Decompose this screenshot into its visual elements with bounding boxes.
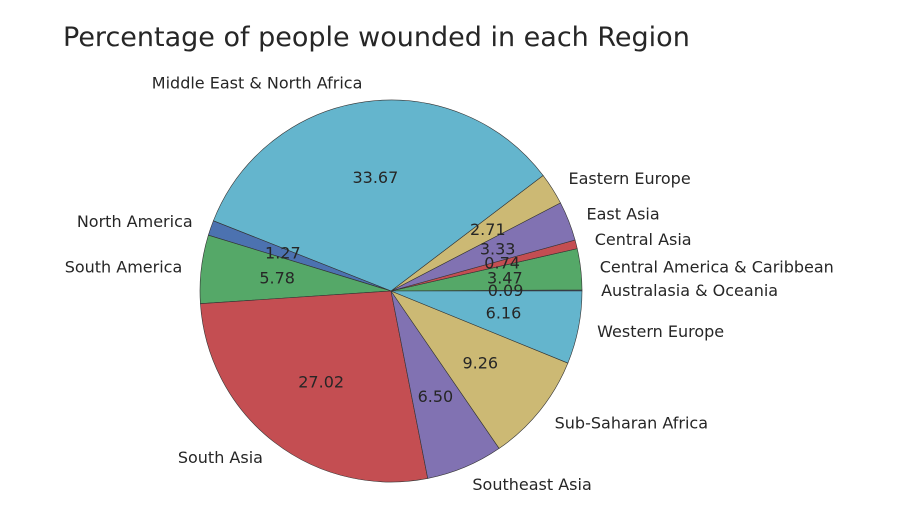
value-label-middle-east-and-north-africa: 33.67 — [352, 168, 398, 187]
pie-slice-south-asia — [200, 290, 429, 483]
value-label-sub-saharan-africa: 9.26 — [462, 353, 498, 372]
category-label-eastern-europe: Eastern Europe — [569, 169, 691, 188]
category-label-east-asia: East Asia — [587, 205, 660, 224]
value-label-western-europe: 6.16 — [486, 304, 522, 323]
pie-slices — [199, 99, 583, 483]
category-label-south-asia: South Asia — [178, 448, 263, 467]
value-label-south-america: 5.78 — [259, 268, 295, 287]
value-label-central-america-and-caribbean: 3.47 — [487, 268, 523, 287]
value-label-north-america: 1.27 — [265, 244, 301, 263]
pie-slice-sub-saharan-africa — [390, 290, 569, 449]
category-label-middle-east-and-north-africa: Middle East & North Africa — [152, 73, 363, 92]
value-label-eastern-europe: 2.71 — [470, 220, 506, 239]
category-label-south-america: South America — [65, 257, 183, 276]
chart-title: Percentage of people wounded in each Reg… — [63, 22, 690, 53]
category-label-central-america-and-caribbean: Central America & Caribbean — [600, 257, 834, 276]
value-label-central-asia: 0.74 — [484, 253, 520, 272]
category-label-north-america: North America — [77, 212, 193, 231]
category-label-sub-saharan-africa: Sub-Saharan Africa — [555, 413, 708, 432]
value-label-east-asia: 3.33 — [480, 240, 516, 259]
value-label-southeast-asia: 6.50 — [418, 387, 454, 406]
category-label-central-asia: Central Asia — [595, 230, 692, 249]
pie-slice-middle-east-and-north-africa — [212, 99, 544, 292]
category-label-southeast-asia: Southeast Asia — [472, 475, 591, 494]
value-label-australasia-and-oceania: 0.09 — [488, 281, 524, 300]
pie-slice-western-europe — [390, 290, 583, 364]
category-labels: Australasia & Oceania Central America & C… — [65, 73, 834, 494]
value-label-south-asia: 27.02 — [298, 372, 344, 391]
value-labels: 0.093.470.743.332.71 33.67 1.27 5.78 27.02 6.… — [259, 168, 523, 406]
category-label-western-europe: Western Europe — [597, 322, 724, 341]
category-label-australasia-and-oceania: Australasia & Oceania — [601, 281, 778, 300]
